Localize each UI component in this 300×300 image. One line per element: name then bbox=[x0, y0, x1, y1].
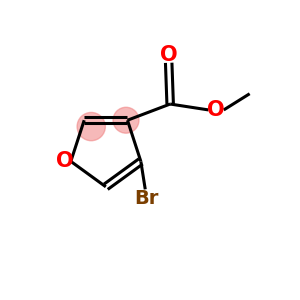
Text: Br: Br bbox=[134, 189, 159, 208]
Text: O: O bbox=[160, 45, 178, 65]
Circle shape bbox=[113, 107, 139, 133]
Text: O: O bbox=[207, 100, 225, 120]
Text: O: O bbox=[56, 152, 73, 171]
Circle shape bbox=[77, 112, 105, 141]
